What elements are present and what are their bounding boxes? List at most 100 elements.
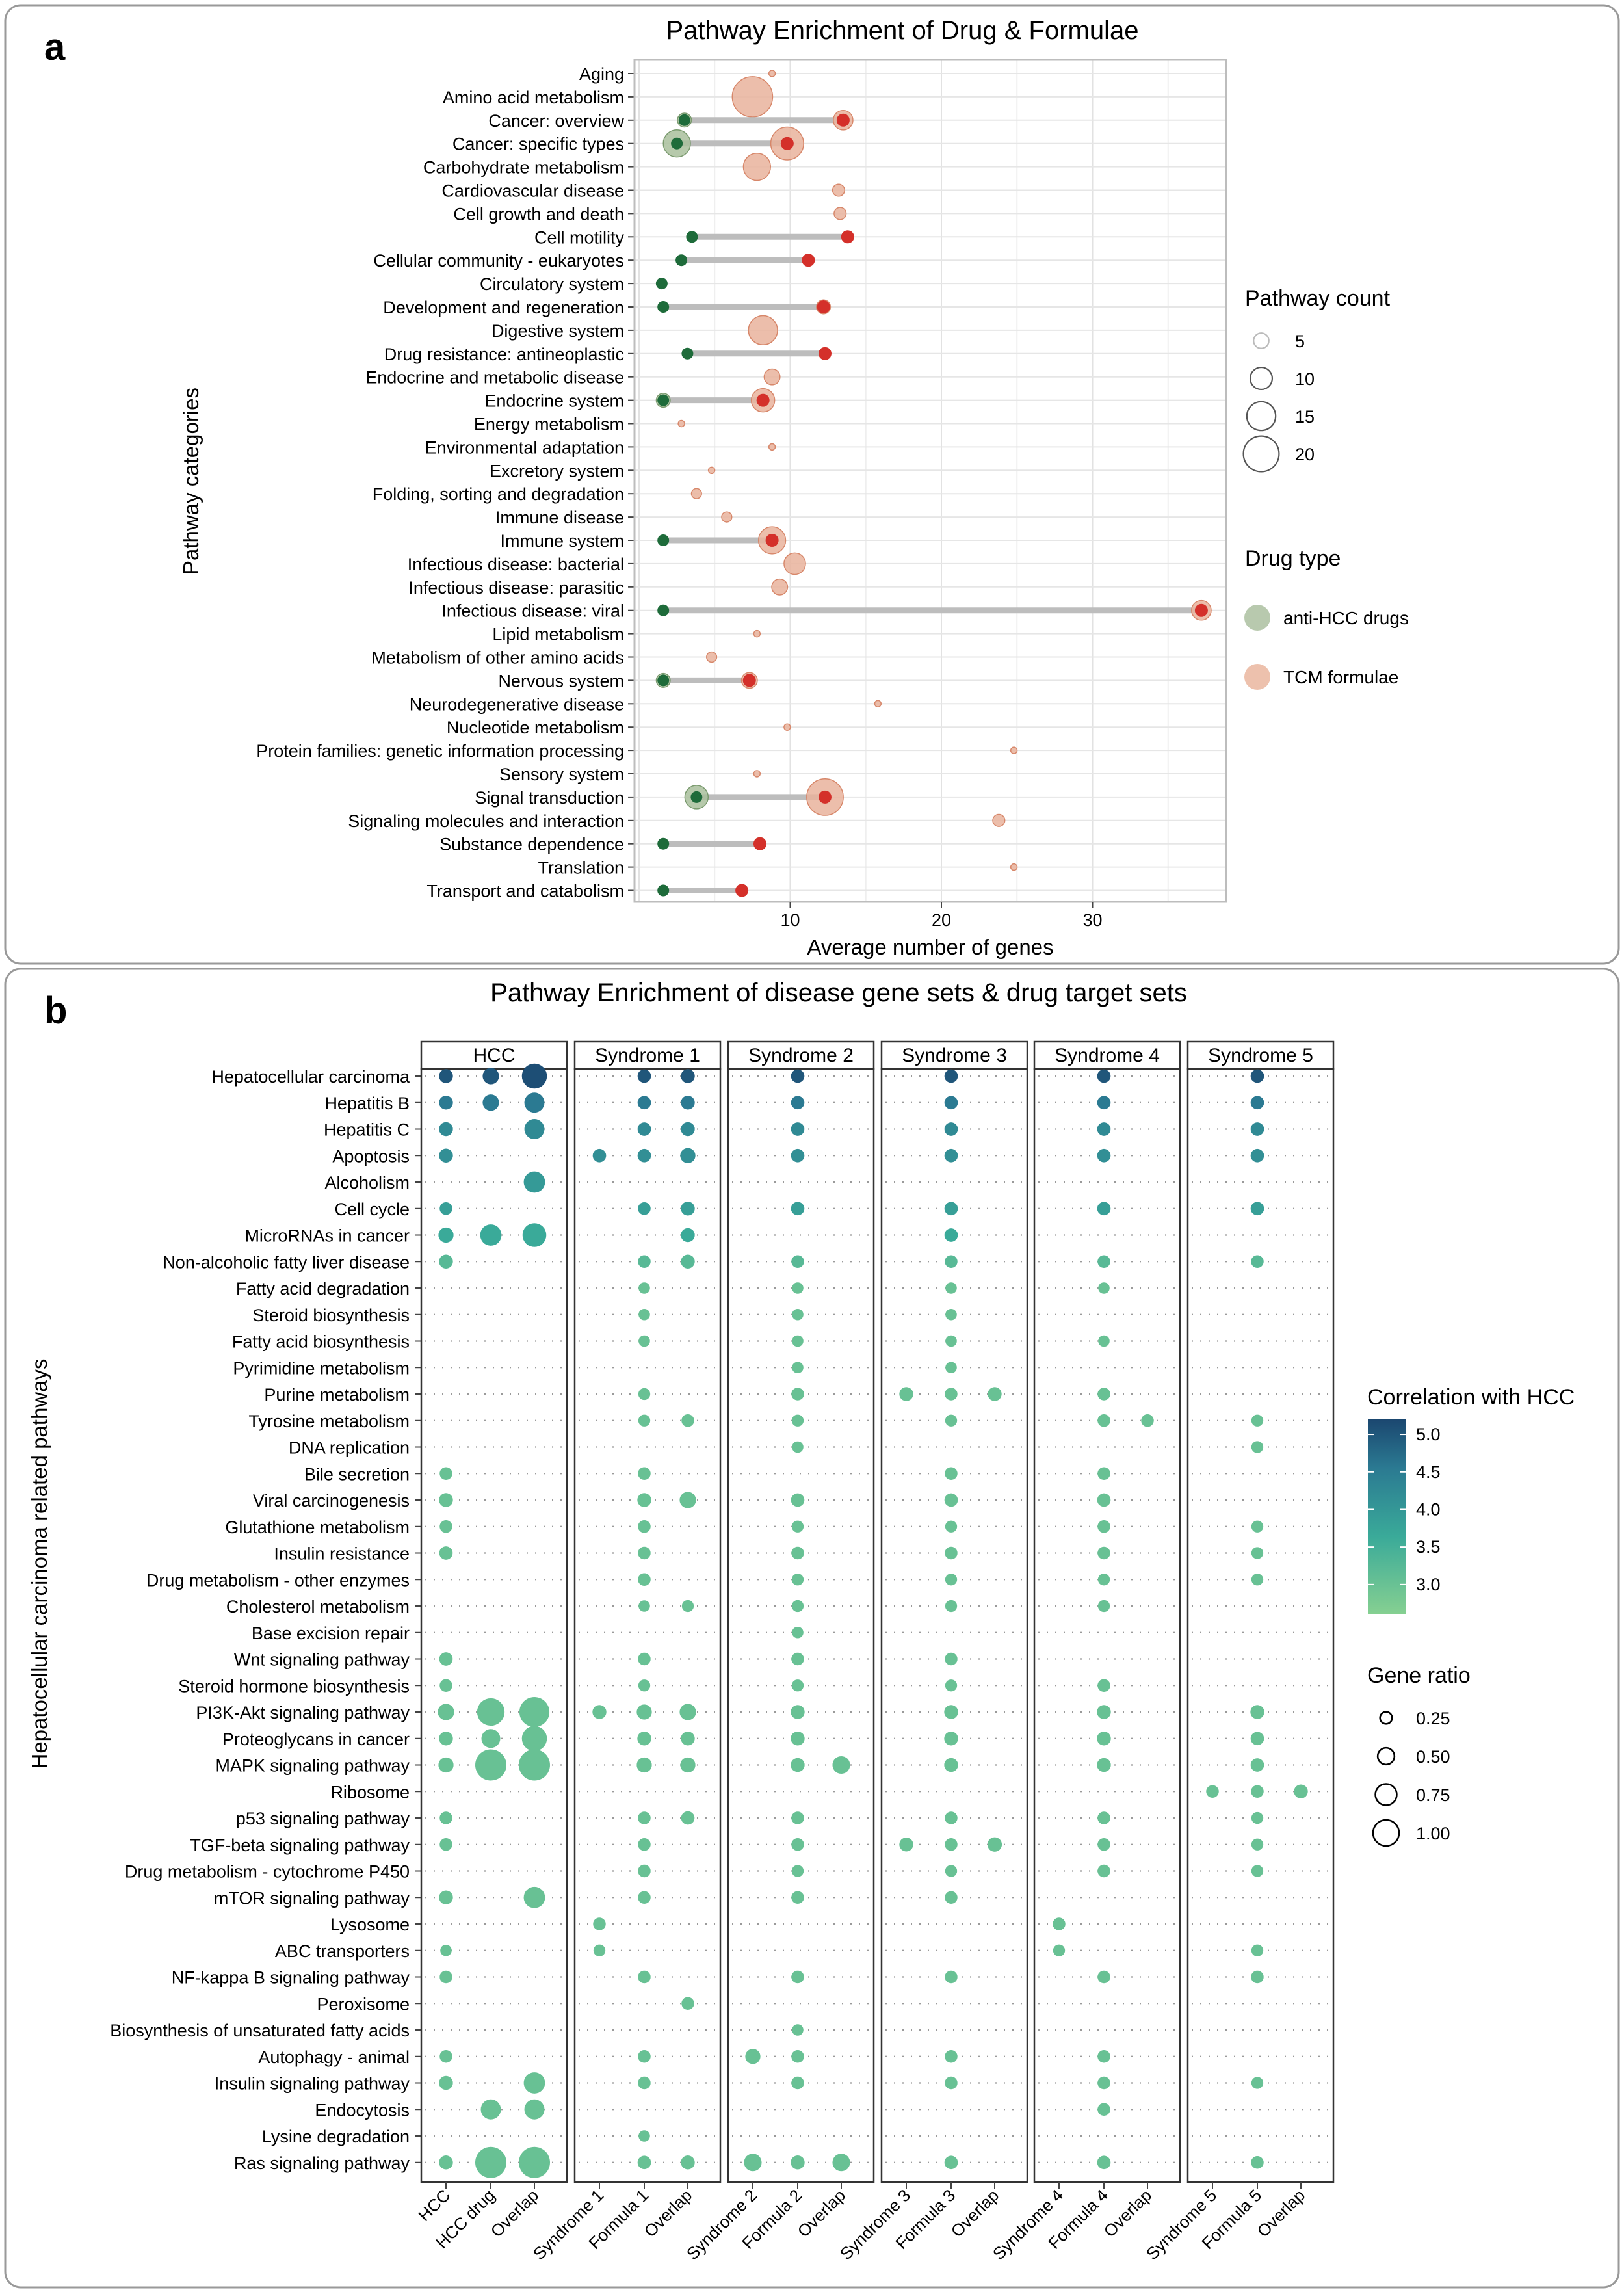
b-point [679, 1492, 696, 1508]
b-point [1250, 1096, 1264, 1110]
legend-generatio-circle [1374, 1783, 1398, 1806]
legend-color-tick-label: 4.0 [1416, 1499, 1441, 1519]
b-point [791, 1732, 805, 1746]
a-formula-bubble [707, 466, 716, 474]
b-point [1097, 1493, 1111, 1507]
legend-type-title: Drug type [1245, 546, 1341, 571]
b-point [791, 1493, 805, 1507]
b-pathway-label: Autophagy - animal [258, 2048, 410, 2067]
b-point [1097, 1600, 1110, 1613]
b-point [637, 1732, 651, 1746]
panel-a-y-axis-title: Pathway categories [179, 388, 203, 575]
a-formula-dot [841, 230, 854, 244]
b-pathway-label: Pyrimidine metabolism [233, 1358, 410, 1378]
b-pathway-label: Biosynthesis of unsaturated fatty acids [110, 2021, 410, 2040]
b-point [791, 1414, 804, 1427]
b-pathway-label: Base excision repair [252, 1624, 410, 1643]
a-formula-bubble [768, 443, 776, 451]
a-category-label: Nervous system [498, 671, 624, 691]
b-pathway-label: Alcoholism [324, 1173, 410, 1192]
legend-generatio-circle [1376, 1746, 1396, 1766]
b-point [1097, 2103, 1110, 2116]
b-point [1097, 2050, 1110, 2063]
a-category-label: Endocrine system [484, 391, 624, 411]
b-point [1250, 1732, 1264, 1746]
b-point [944, 1758, 958, 1772]
b-xtick-label: Overlap [794, 2185, 850, 2241]
b-xtick-label: Overlap [487, 2185, 543, 2241]
a-category-label: Cancer: overview [488, 111, 624, 131]
b-point [681, 1202, 695, 1216]
legend-color-tick-label: 3.0 [1416, 1575, 1441, 1594]
a-drug-dot [657, 674, 670, 687]
b-point [1251, 1785, 1264, 1798]
a-formula-dot [818, 790, 832, 804]
panel-a-border [4, 4, 1620, 965]
b-point [988, 1387, 1002, 1401]
panel-b-border [4, 968, 1620, 2289]
a-category-label: Metabolism of other amino acids [371, 648, 624, 668]
a-drug-dot [657, 884, 670, 897]
b-point [791, 1069, 805, 1083]
a-formula-bubble [721, 511, 733, 523]
legend-size-value: 5 [1295, 332, 1305, 351]
a-drug-dot [657, 604, 670, 616]
b-pathway-label: Peroxisome [317, 1994, 410, 2014]
b-point [1251, 1970, 1264, 1984]
a-drug-dot [655, 278, 668, 290]
b-facet-panel [573, 1068, 722, 2183]
b-pathway-label: Ribosome [330, 1782, 410, 1802]
b-point [638, 2076, 651, 2090]
legend-swatch-drugs [1244, 605, 1270, 631]
a-drug-dot [686, 231, 698, 243]
a-formula-bubble [753, 629, 761, 638]
b-pathway-label: ABC transporters [275, 1942, 410, 1961]
b-point [832, 1756, 850, 1774]
a-category-label: Digestive system [491, 321, 624, 341]
panel-a-title: Pathway Enrichment of Drug & Formulae [666, 16, 1139, 45]
legend-generatio-value: 0.75 [1416, 1785, 1450, 1805]
b-pathway-label: Hepatitis B [324, 1094, 410, 1113]
b-point [944, 1096, 958, 1110]
a-category-label: Environmental adaptation [425, 438, 624, 457]
b-point [523, 1886, 545, 1908]
b-xtick-label: Overlap [1100, 2185, 1156, 2241]
b-point [1097, 1864, 1110, 1878]
panel-b-legend: Correlation with HCC 5.0 4.5 4.0 3.5 3.0 Gen… [1367, 1385, 1575, 1847]
b-xtick-label: HCC [414, 2185, 454, 2225]
b-pathway-label: NF-kappa B signaling pathway [172, 1968, 410, 1988]
b-point [792, 2024, 804, 2036]
b-point [1251, 2156, 1264, 2169]
b-point [1251, 1838, 1264, 1851]
b-point [638, 1282, 650, 1294]
b-point [791, 1838, 804, 1851]
a-drug-dot [657, 534, 670, 546]
panel-b-pathway-labels: Hepatocellular carcinoma Hepatitis B Hepat… [110, 1067, 421, 2173]
b-point [638, 1573, 651, 1586]
b-point [791, 1574, 804, 1586]
b-xtick-label: Syndrome 5 [1142, 2185, 1220, 2263]
b-pathway-label: Lysosome [330, 1915, 410, 1934]
legend-size-circle [1253, 332, 1270, 349]
panel-b-label: b [44, 990, 67, 1032]
b-point [1251, 1547, 1264, 1559]
b-pathway-label: mTOR signaling pathway [214, 1888, 410, 1908]
b-pathway-label: p53 signaling pathway [236, 1809, 410, 1828]
a-category-label: Cardiovascular disease [441, 181, 624, 201]
b-point [637, 1096, 651, 1110]
legend-label-formulae: TCM formulae [1283, 667, 1398, 687]
a-formula-bubble [768, 70, 776, 77]
b-point [791, 2076, 804, 2090]
a-formula-dot [818, 347, 832, 360]
b-point [481, 1729, 501, 1748]
b-point [522, 1223, 547, 1247]
a-category-label: Neurodegenerative disease [410, 694, 624, 714]
b-facet-title: Syndrome 3 [902, 1045, 1007, 1066]
b-point [1097, 1679, 1110, 1692]
b-point [791, 1705, 805, 1719]
b-xtick-label: Syndrome 1 [529, 2185, 607, 2263]
b-point [636, 1757, 652, 1773]
a-formula-bubble [706, 651, 718, 663]
b-point [439, 1148, 453, 1163]
